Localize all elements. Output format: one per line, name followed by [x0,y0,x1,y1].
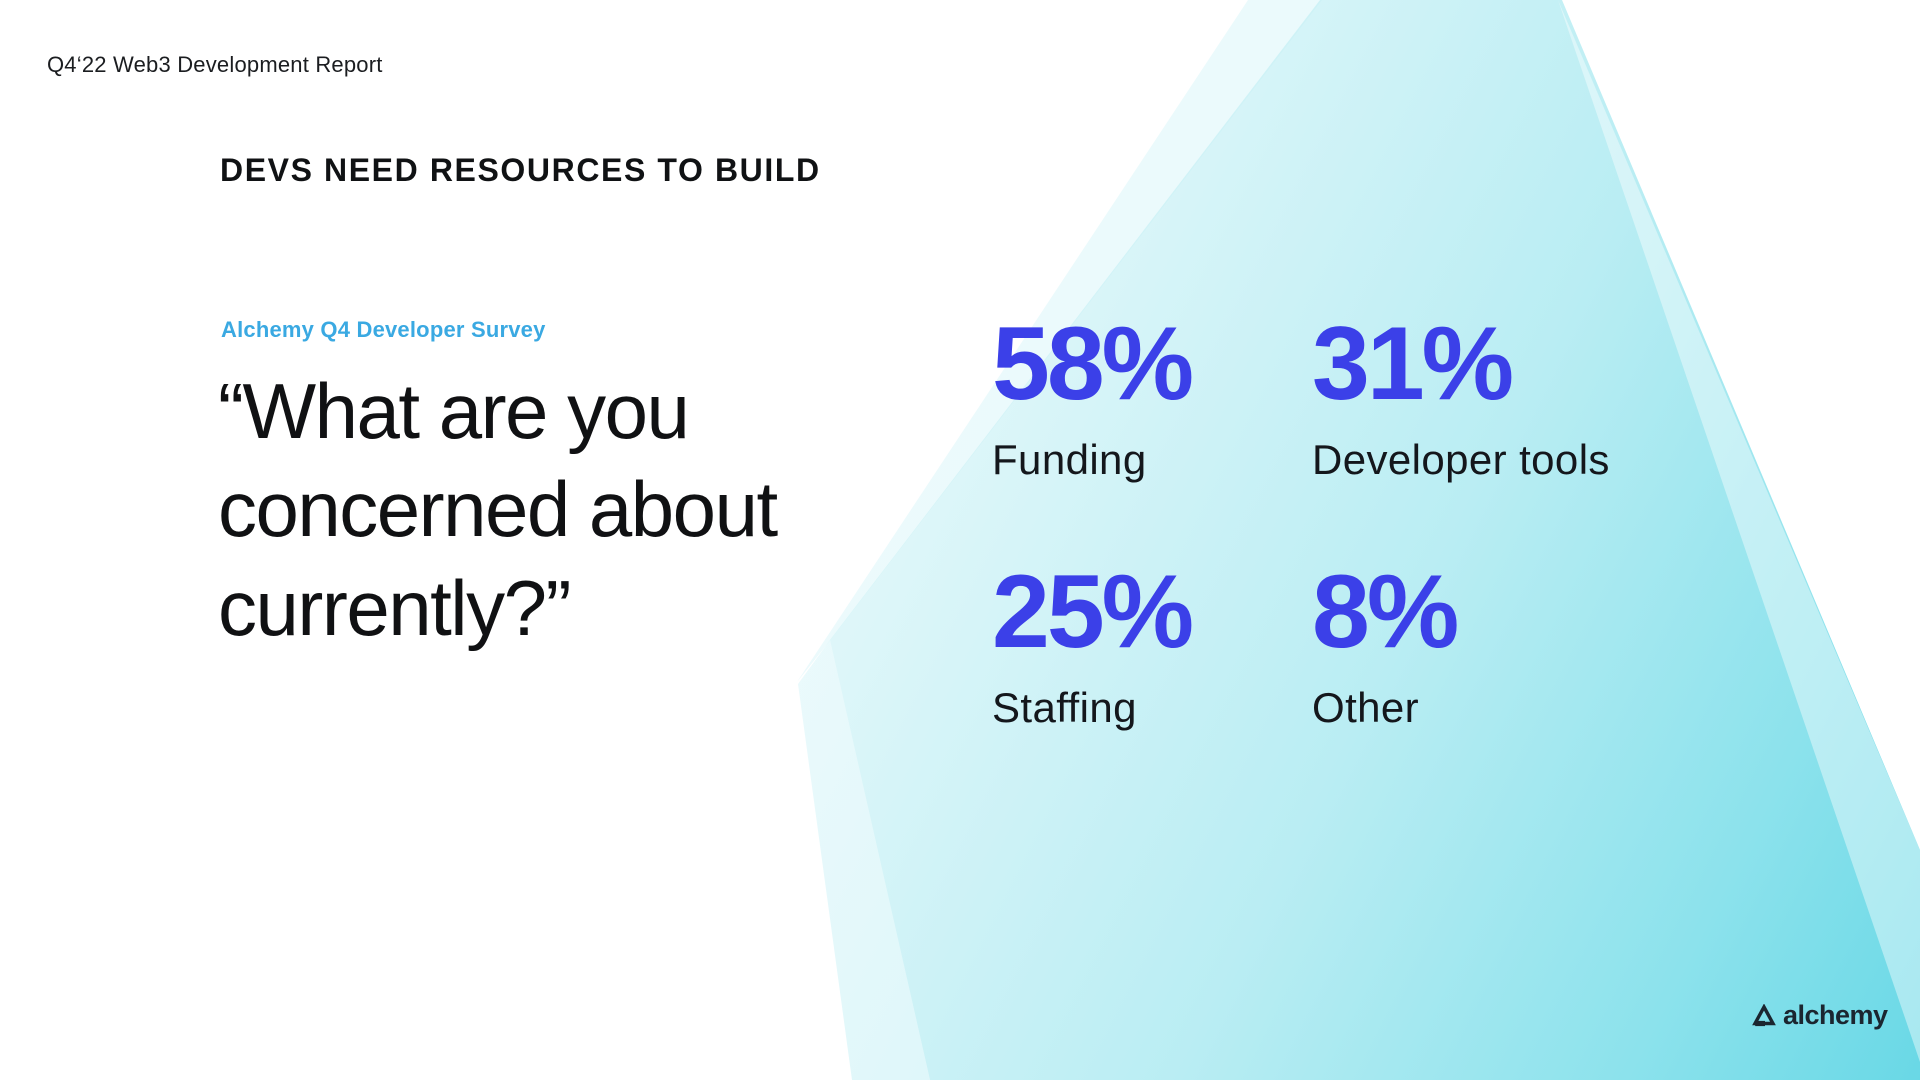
stat-value: 58% [992,306,1194,422]
alchemy-logo: alchemy [1752,1000,1888,1031]
alchemy-logo-text: alchemy [1783,1000,1888,1030]
stat-label: Other [1312,684,1420,731]
stat-block-funding: 58% Funding [992,312,1332,484]
stat-value: 31% [1312,306,1514,422]
stat-block-other: 8% Other [1312,560,1652,732]
survey-eyebrow: Alchemy Q4 Developer Survey [221,317,546,342]
report-label: Q4‘22 Web3 Development Report [47,52,383,77]
alchemy-triangle-icon [1752,1003,1776,1026]
stat-value: 8% [1312,554,1459,670]
stat-block-staffing: 25% Staffing [992,560,1332,732]
stat-label: Funding [992,436,1147,483]
stat-block-developer-tools: 31% Developer tools [1312,312,1712,484]
stat-value: 25% [992,554,1194,670]
stat-label: Staffing [992,684,1137,731]
slide-title: DEVS NEED RESOURCES TO BUILD [220,152,821,188]
stat-label: Developer tools [1312,436,1610,483]
survey-question: “What are you concerned about currently?… [218,367,778,652]
